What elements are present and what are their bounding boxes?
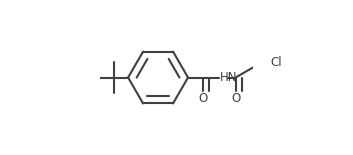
- Text: O: O: [199, 92, 208, 105]
- Text: HN: HN: [220, 71, 237, 84]
- Text: Cl: Cl: [271, 56, 282, 69]
- Text: O: O: [231, 92, 240, 105]
